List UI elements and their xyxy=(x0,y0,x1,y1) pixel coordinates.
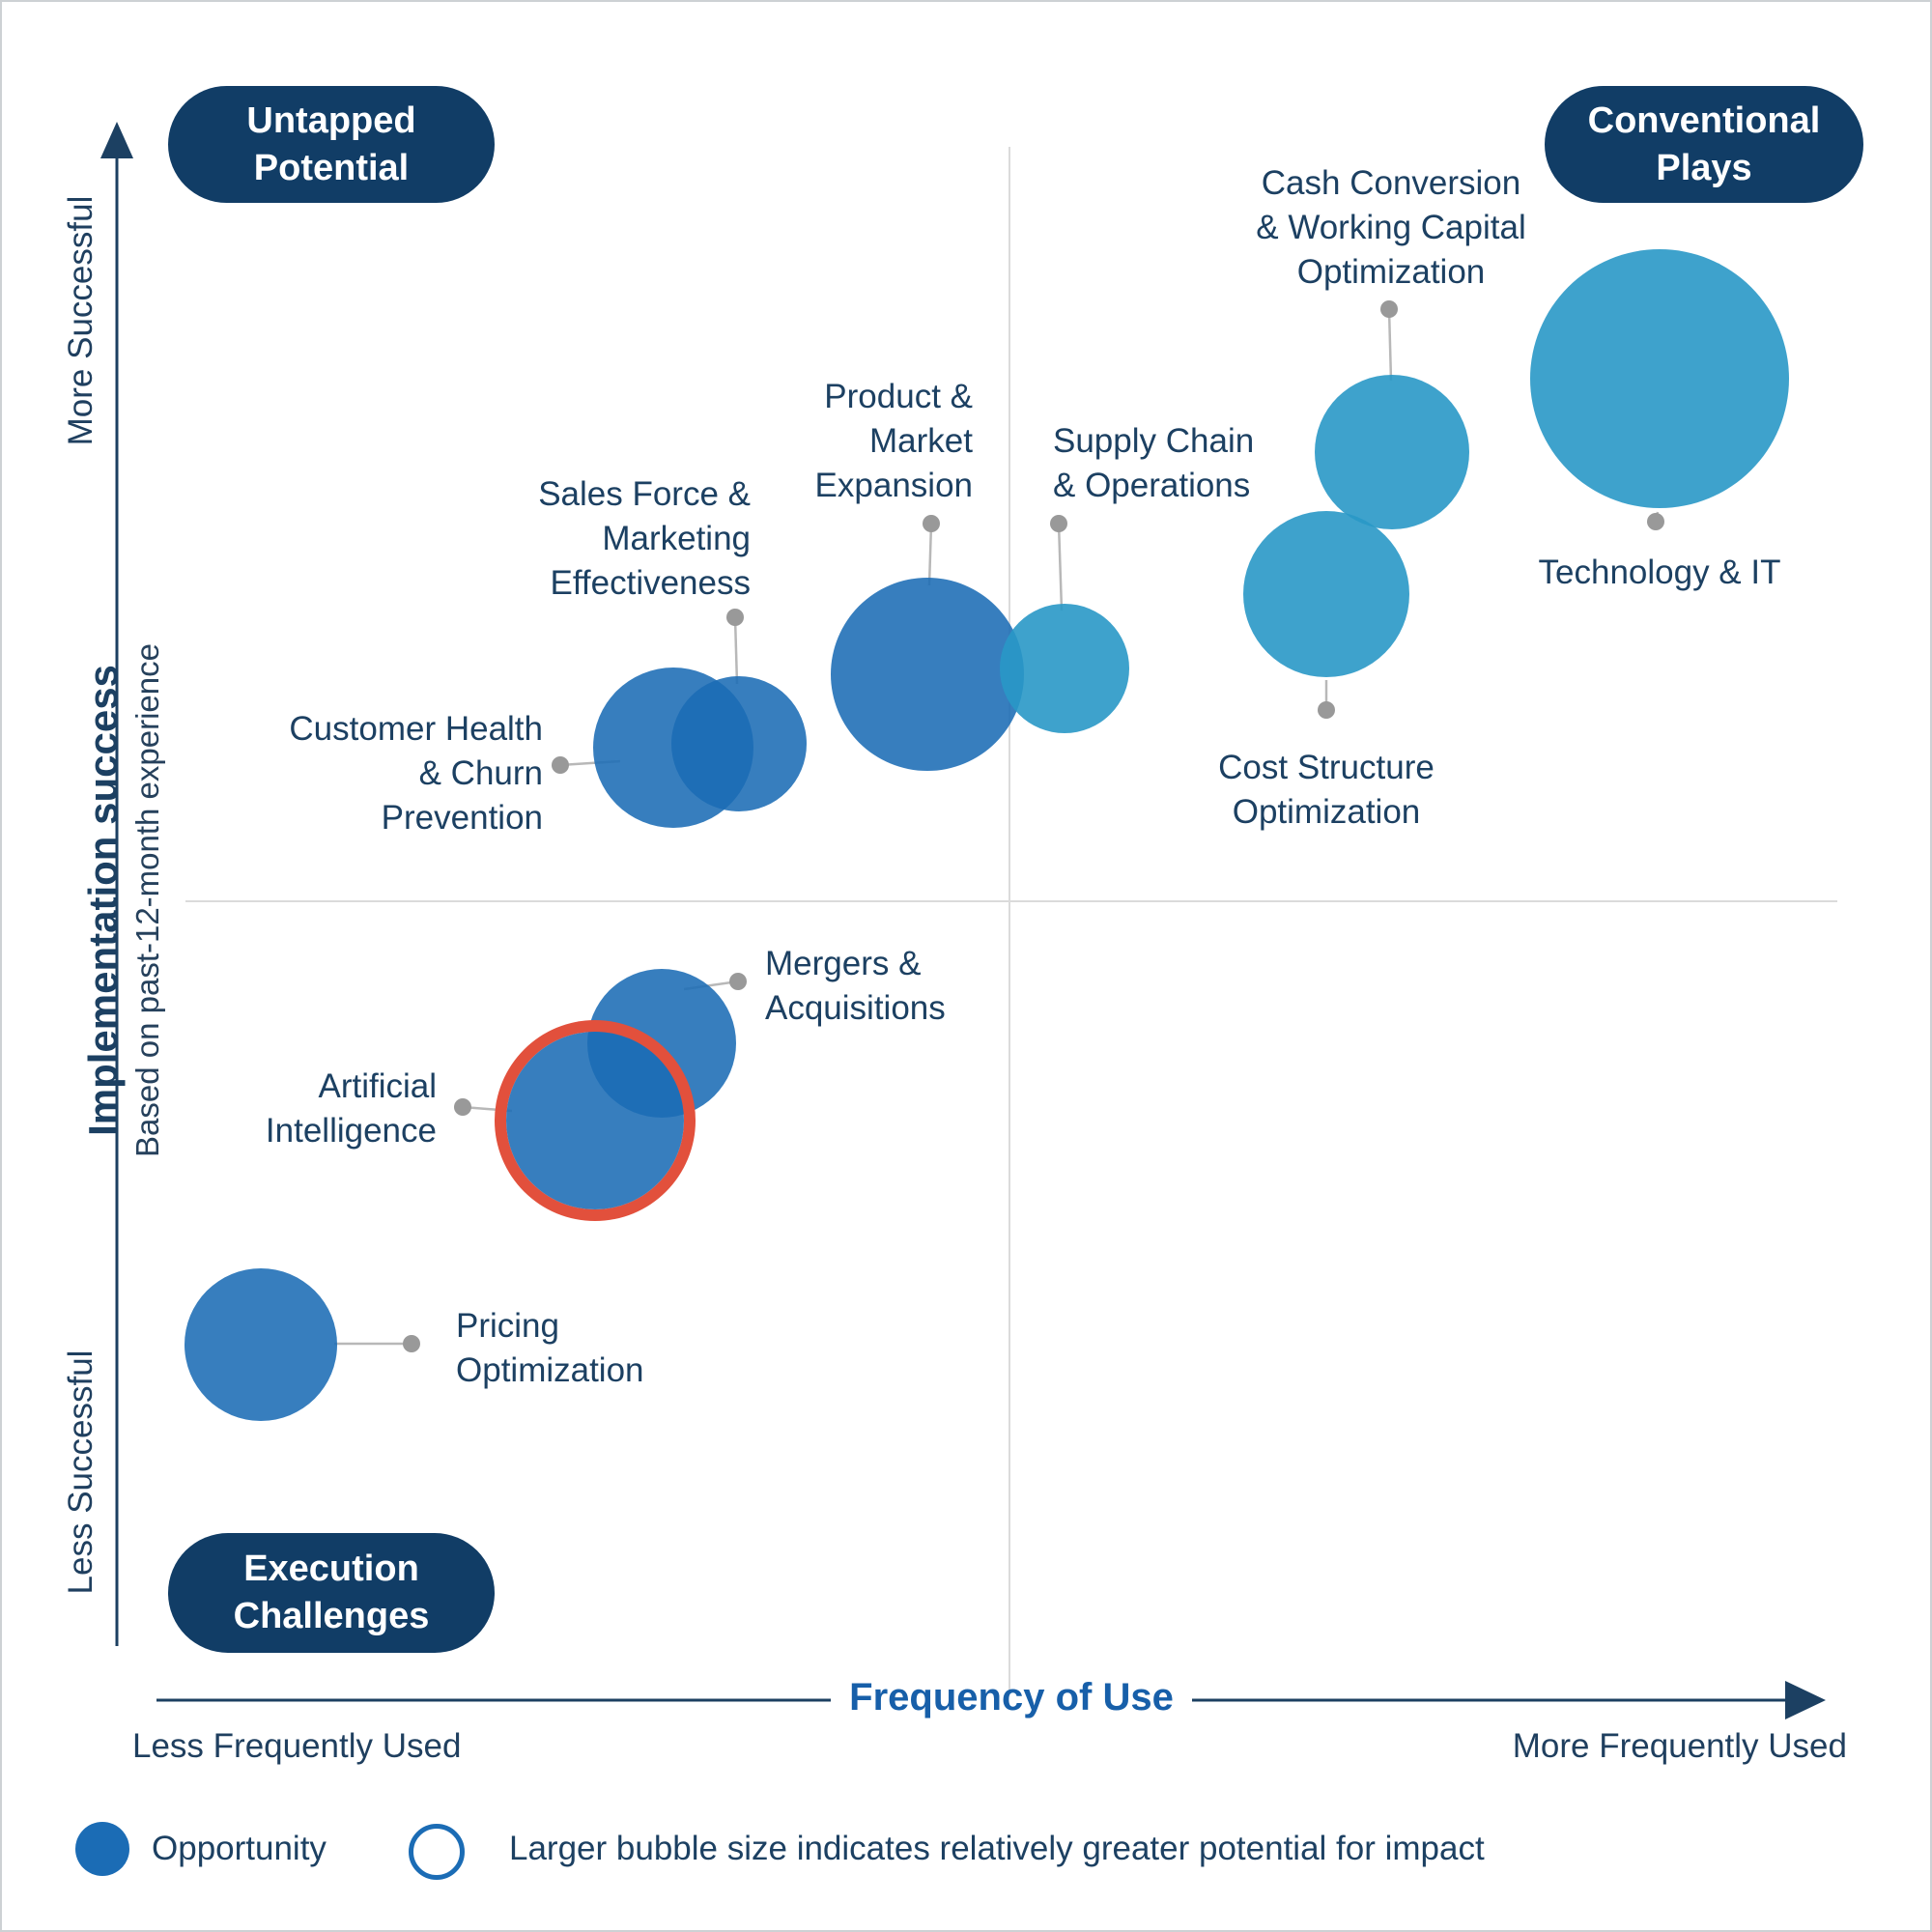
bubble-label-line: Sales Force & xyxy=(538,475,751,513)
leader-line-cash-conversion-working-capital xyxy=(1387,308,1393,382)
badge-conventional-plays: Conventional Plays xyxy=(1545,86,1863,203)
y-axis-title-block: Implementation success Based on past-12-… xyxy=(79,591,168,1209)
badge-line: Potential xyxy=(253,147,410,188)
bubble-label-product-market-expansion: Product & Market Expansion xyxy=(770,375,973,509)
bubble-label-line: Cash Conversion xyxy=(1261,164,1521,202)
y-axis-arrow-icon xyxy=(100,122,133,158)
bubble-cash-conversion-working-capital xyxy=(1315,375,1469,529)
badge-line: Challenges xyxy=(233,1596,430,1636)
leader-dot-cash-conversion-working-capital xyxy=(1380,300,1398,318)
bubble-label-line: Intelligence xyxy=(265,1112,437,1151)
bubble-pricing-optimization xyxy=(185,1268,337,1421)
leader-dot-customer-health-churn-prevention xyxy=(552,756,569,774)
bubble-label-line: Customer Health xyxy=(289,710,543,748)
bubble-label-line: Product & xyxy=(824,378,973,415)
bubble-label-cost-structure-optimization: Cost Structure Optimization xyxy=(1181,746,1471,835)
bubble-label-line: Artificial xyxy=(318,1067,437,1105)
badge-line: Untapped xyxy=(246,99,416,141)
leader-line-supply-chain-operations xyxy=(1057,523,1064,611)
bubble-cost-structure-optimization xyxy=(1243,511,1409,677)
bubble-label-line: & Operations xyxy=(1053,467,1251,505)
x-axis-arrow-icon xyxy=(1785,1681,1826,1719)
bubble-label-line: Effectiveness xyxy=(550,564,751,603)
bubble-technology-it xyxy=(1530,249,1789,508)
bubble-label-artificial-intelligence: Artificial Intelligence xyxy=(234,1065,437,1153)
leader-dot-supply-chain-operations xyxy=(1050,515,1067,532)
bubble-label-line: Expansion xyxy=(814,467,973,505)
bubble-label-line: Cost Structure xyxy=(1218,749,1435,786)
leader-line-product-market-expansion xyxy=(927,523,933,586)
bubble-label-cash-conversion-working-capital: Cash Conversion & Working Capital Optimiza… xyxy=(1217,161,1565,296)
bubble-sales-force-marketing-effectiveness xyxy=(671,676,807,811)
legend-size-note: Larger bubble size indicates relatively … xyxy=(509,1830,1485,1867)
leader-line-sales-force-marketing-effectiveness xyxy=(733,616,739,685)
bubble-label-line: & Churn xyxy=(418,754,543,793)
badge-line: Plays xyxy=(1656,147,1752,188)
bubble-label-line: Marketing xyxy=(602,520,751,558)
badge-execution-challenges: Execution Challenges xyxy=(168,1533,495,1653)
legend-opportunity-icon xyxy=(75,1822,129,1876)
bubble-label-line: Supply Chain xyxy=(1053,422,1255,460)
badge-untapped-potential: Untapped Potential xyxy=(168,86,495,203)
y-axis-top-label: More Successful xyxy=(62,195,99,446)
leader-dot-pricing-optimization xyxy=(403,1335,420,1352)
bubble-label-sales-force-marketing-effectiveness: Sales Force & Marketing Effectiveness xyxy=(514,472,751,607)
leader-dot-artificial-intelligence xyxy=(454,1098,471,1116)
bubble-label-line: Technology & IT xyxy=(1538,554,1781,591)
badge-line: Conventional xyxy=(1587,99,1821,141)
bubble-artificial-intelligence xyxy=(506,1032,684,1209)
y-axis-title: Implementation success xyxy=(80,665,126,1136)
bubble-product-market-expansion xyxy=(831,578,1024,771)
bubble-label-line: Optimization xyxy=(1232,793,1421,832)
bubble-label-technology-it: Technology & IT xyxy=(1515,551,1804,595)
legend-bubble-size-icon xyxy=(409,1824,465,1880)
bubble-label-line: Pricing xyxy=(456,1307,559,1345)
y-axis-bottom-label: Less Successful xyxy=(62,1350,99,1595)
bubble-label-supply-chain-operations: Supply Chain & Operations xyxy=(1053,419,1333,508)
bubble-supply-chain-operations xyxy=(1000,604,1129,733)
x-axis-right-label: More Frequently Used xyxy=(1512,1727,1847,1765)
bubble-label-mergers-acquisitions: Mergers & Acquisitions xyxy=(765,942,1026,1031)
bubble-label-line: Optimization xyxy=(1296,253,1486,292)
leader-dot-product-market-expansion xyxy=(923,515,940,532)
bubble-label-line: Market xyxy=(869,422,973,461)
bubble-label-pricing-optimization: Pricing Optimization xyxy=(456,1304,717,1393)
y-axis-subtitle: Based on past-12-month experience xyxy=(129,643,166,1157)
leader-dot-technology-it xyxy=(1647,513,1664,530)
bubble-label-line: Optimization xyxy=(456,1351,644,1390)
leader-dot-cost-structure-optimization xyxy=(1318,701,1335,719)
bubble-label-line: Prevention xyxy=(381,799,543,838)
x-axis-left-label: Less Frequently Used xyxy=(132,1727,462,1765)
leader-dot-sales-force-marketing-effectiveness xyxy=(726,609,744,626)
legend-opportunity-label: Opportunity xyxy=(152,1830,327,1867)
bubble-label-line: & Working Capital xyxy=(1256,209,1526,247)
leader-dot-mergers-acquisitions xyxy=(729,973,747,990)
x-axis-title: Frequency of Use xyxy=(849,1676,1174,1719)
bubble-label-line: Mergers & xyxy=(765,945,922,982)
badge-line: Execution xyxy=(243,1548,419,1590)
bubble-label-customer-health-churn-prevention: Customer Health & Churn Prevention xyxy=(219,707,543,841)
bubble-label-line: Acquisitions xyxy=(765,989,946,1028)
